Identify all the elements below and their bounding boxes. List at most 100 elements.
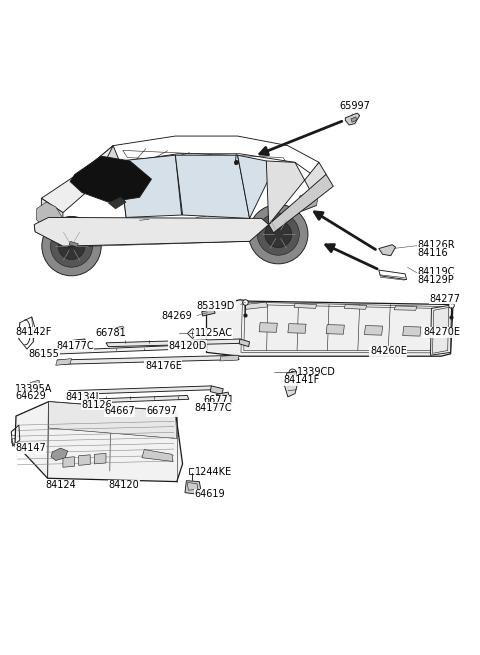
Polygon shape [95,453,106,464]
Polygon shape [206,402,220,409]
Polygon shape [239,339,250,346]
Text: 84147: 84147 [15,443,46,453]
Circle shape [58,233,85,259]
Polygon shape [364,326,383,335]
Polygon shape [403,327,421,336]
Polygon shape [294,303,317,309]
Polygon shape [69,241,78,247]
Circle shape [150,417,162,430]
Polygon shape [210,386,223,394]
Text: 81126: 81126 [81,400,112,409]
Circle shape [115,410,131,425]
Circle shape [64,410,81,427]
Text: 84277: 84277 [429,294,460,304]
Polygon shape [238,155,269,218]
Polygon shape [117,326,125,337]
Polygon shape [79,455,90,465]
Text: 64667: 64667 [104,406,135,417]
Polygon shape [298,190,319,213]
Polygon shape [41,145,113,213]
Polygon shape [142,449,173,462]
Text: 84270E: 84270E [423,328,460,337]
Polygon shape [431,305,452,355]
Polygon shape [63,457,74,467]
Polygon shape [41,220,61,238]
Text: 64629: 64629 [15,392,46,402]
Polygon shape [379,245,396,255]
Text: 84119C: 84119C [417,267,455,277]
Polygon shape [34,217,269,246]
Text: 84120D: 84120D [168,341,206,350]
Polygon shape [351,117,357,122]
Text: 84129P: 84129P [417,274,454,285]
Text: 84120: 84120 [109,480,140,491]
Polygon shape [345,113,360,125]
Polygon shape [175,155,250,218]
Text: 84116: 84116 [417,248,448,258]
Polygon shape [70,156,152,202]
Text: 84134J: 84134J [65,392,99,402]
Circle shape [80,407,99,426]
Polygon shape [30,380,40,387]
Polygon shape [269,174,333,233]
Circle shape [133,413,146,426]
Text: 84177C: 84177C [195,403,232,413]
Polygon shape [56,358,72,365]
Circle shape [132,437,143,448]
Text: 84260E: 84260E [370,346,407,356]
Text: 86155: 86155 [28,349,59,359]
Polygon shape [48,402,177,439]
Circle shape [249,204,308,264]
Polygon shape [245,302,268,309]
Polygon shape [220,355,239,361]
Text: 66781: 66781 [96,328,126,338]
Circle shape [42,216,101,276]
Polygon shape [34,225,64,246]
Polygon shape [206,300,453,356]
Polygon shape [106,339,242,346]
Polygon shape [394,306,417,310]
Polygon shape [15,402,182,481]
Polygon shape [57,355,239,364]
Polygon shape [266,161,326,225]
Polygon shape [41,198,63,239]
Circle shape [50,225,93,267]
Polygon shape [344,305,367,309]
Text: 84124: 84124 [45,480,76,491]
Text: 84176E: 84176E [145,361,182,371]
Polygon shape [36,202,63,228]
Circle shape [67,433,80,447]
Circle shape [98,432,112,445]
Text: 85319D: 85319D [197,301,235,311]
Circle shape [82,431,97,446]
Polygon shape [326,325,344,334]
Text: 84126R: 84126R [417,240,455,250]
Polygon shape [120,155,181,217]
Polygon shape [36,346,172,355]
Polygon shape [202,309,215,316]
Circle shape [49,414,62,428]
Text: 65997: 65997 [339,101,370,111]
Circle shape [383,249,386,253]
Polygon shape [87,396,189,403]
Text: 84141F: 84141F [283,375,319,385]
Text: 1125AC: 1125AC [194,328,232,338]
Polygon shape [69,386,213,394]
Text: 66797: 66797 [147,406,178,417]
Polygon shape [108,197,126,209]
Text: 84142F: 84142F [15,328,51,337]
Polygon shape [284,371,299,397]
Text: 1339CD: 1339CD [298,367,336,377]
Polygon shape [216,392,229,400]
Circle shape [119,330,123,333]
Text: 13395A: 13395A [15,384,52,394]
Text: 66771: 66771 [203,395,234,405]
Text: 84177C: 84177C [56,341,94,350]
Polygon shape [288,324,306,333]
Text: 64619: 64619 [194,489,225,499]
Polygon shape [185,481,201,494]
Circle shape [348,119,352,122]
Polygon shape [86,145,120,187]
Polygon shape [72,339,86,346]
Circle shape [265,221,292,248]
